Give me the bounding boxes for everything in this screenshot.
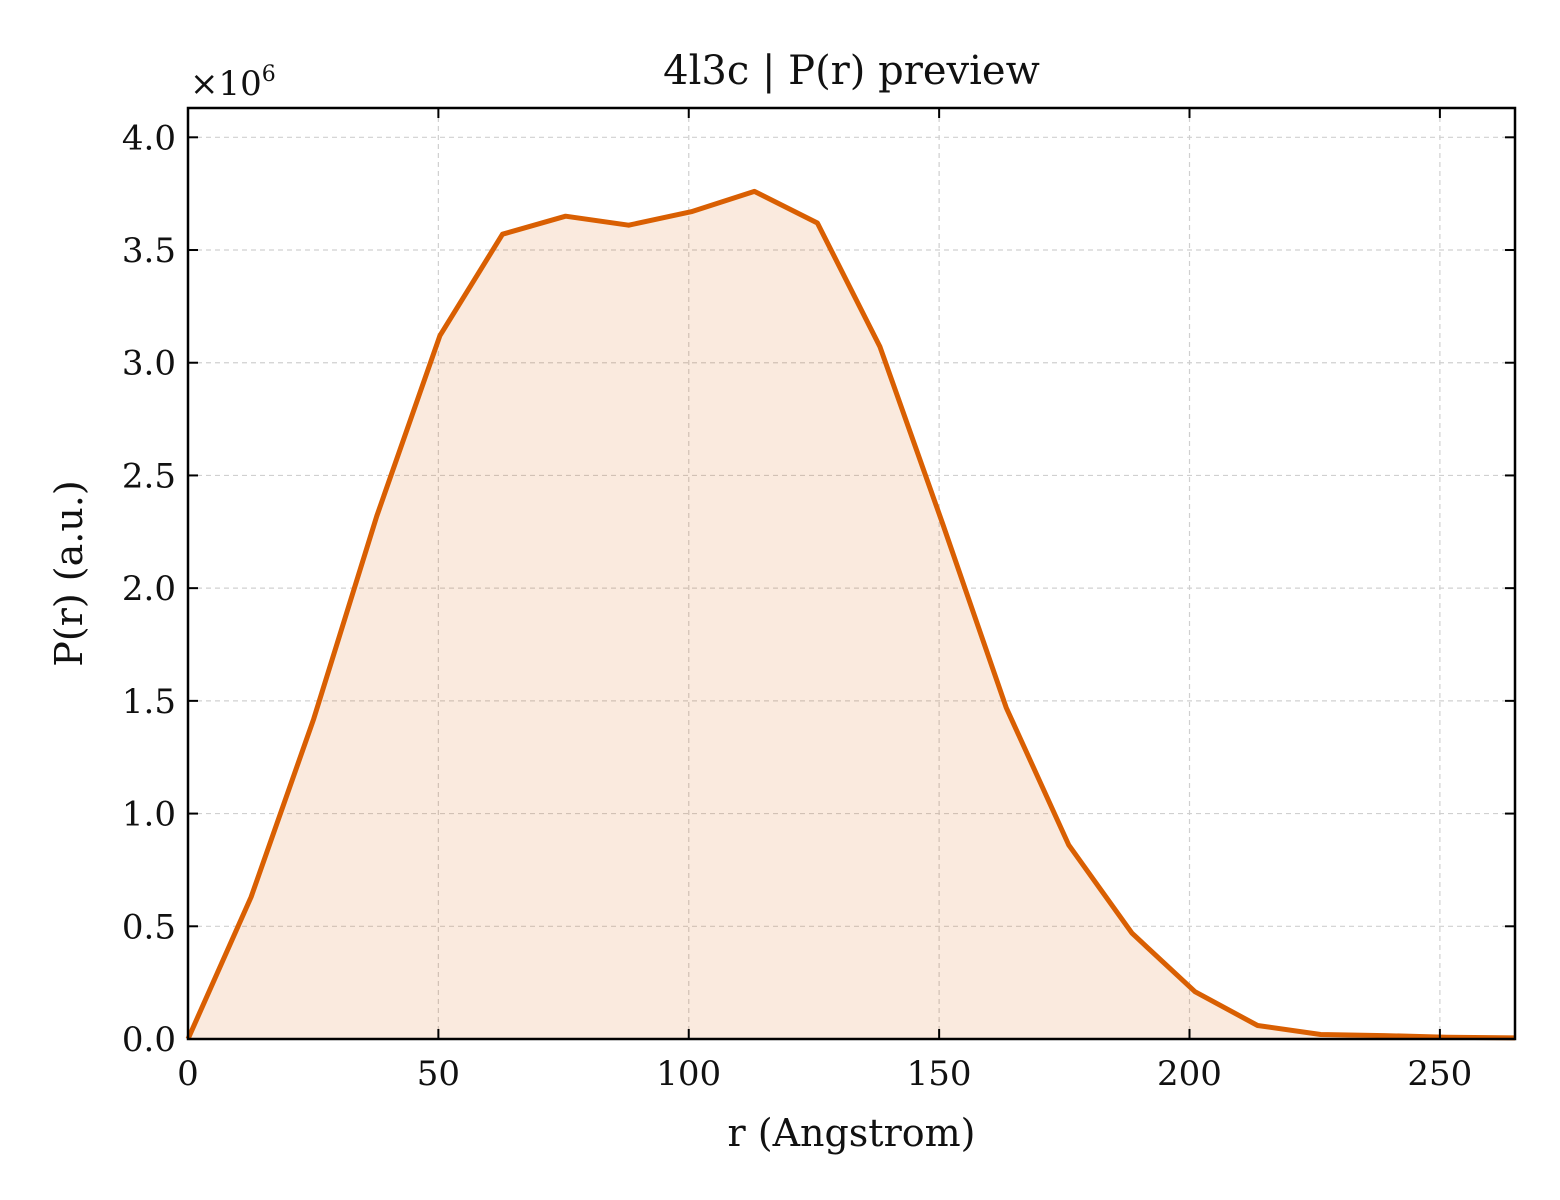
y-offset-label: ×106 xyxy=(190,62,276,104)
y-offset-base: ×10 xyxy=(190,64,262,104)
y-tick-label: 3.0 xyxy=(122,344,176,384)
x-tick-label: 100 xyxy=(656,1054,721,1094)
y-tick-label: 4.0 xyxy=(122,118,176,158)
y-offset-exponent: 6 xyxy=(262,62,276,87)
x-tick-label: 50 xyxy=(417,1054,460,1094)
y-tick-label: 2.5 xyxy=(122,456,176,496)
x-tick-label: 250 xyxy=(1407,1054,1472,1094)
x-tick-label: 0 xyxy=(177,1054,199,1094)
x-axis-title: r (Angstrom) xyxy=(728,1111,976,1155)
y-tick-label: 2.0 xyxy=(122,569,176,609)
y-tick-label: 0.0 xyxy=(122,1020,176,1060)
y-tick-label: 1.0 xyxy=(122,795,176,835)
x-tick-label: 150 xyxy=(907,1054,972,1094)
y-tick-label: 1.5 xyxy=(122,682,176,722)
data-layer xyxy=(185,188,1516,1041)
y-axis-title: P(r) (a.u.) xyxy=(47,480,91,666)
chart-title: 4l3c | P(r) preview xyxy=(663,48,1040,94)
x-tick-label: 200 xyxy=(1157,1054,1222,1094)
grid-layer xyxy=(188,108,1515,1039)
y-tick-label: 0.5 xyxy=(122,907,176,947)
pr-curve-line xyxy=(185,188,1516,1041)
pr-area-fill xyxy=(188,191,1515,1039)
tick-layer: 0 50 100 150 200 250 0.0 0.5 1.0 1.5 2.0 2.5 3.0 3.5 4… xyxy=(122,108,1515,1094)
plot-frame xyxy=(186,106,1517,1041)
y-tick-label: 3.5 xyxy=(122,231,176,271)
